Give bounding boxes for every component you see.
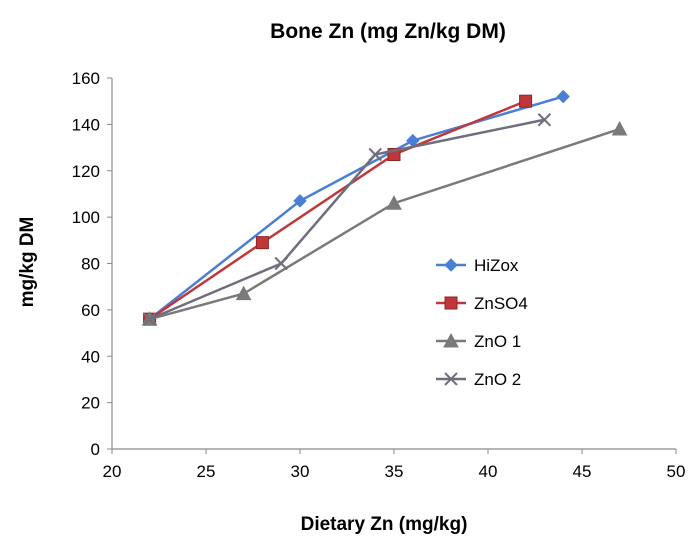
y-axis-label: mg/kg DM xyxy=(17,217,38,308)
legend-label: ZnO 1 xyxy=(474,332,521,351)
y-tick-label: 20 xyxy=(81,394,100,413)
y-tick-label: 0 xyxy=(91,440,100,459)
series-line xyxy=(149,127,620,321)
data-point xyxy=(519,94,533,108)
data-point xyxy=(368,147,382,162)
data-point xyxy=(293,194,307,208)
x-tick-label: 50 xyxy=(667,462,686,481)
x-tick-label: 35 xyxy=(385,462,404,481)
data-point xyxy=(142,312,157,326)
x-tick-label: 40 xyxy=(479,462,498,481)
y-tick-label: 140 xyxy=(72,115,100,134)
data-point xyxy=(235,285,252,301)
x-axis-label: Dietary Zn (mg/kg) xyxy=(301,514,468,535)
data-point xyxy=(386,195,402,210)
series-line xyxy=(149,118,545,321)
x-tick-label: 30 xyxy=(291,462,310,481)
legend-entry: ZnSO4 xyxy=(436,294,528,313)
data-point xyxy=(255,236,269,250)
y-tick-label: 40 xyxy=(81,347,100,366)
data-point xyxy=(556,89,570,104)
x-tick-label: 25 xyxy=(197,462,216,481)
series-line xyxy=(148,95,564,321)
series-znso4 xyxy=(143,94,533,326)
legend-entry: ZnO 2 xyxy=(436,370,521,389)
y-tick-label: 60 xyxy=(81,301,100,320)
series-hizox xyxy=(142,89,570,326)
legend-label: ZnO 2 xyxy=(474,370,521,389)
data-point xyxy=(537,113,552,127)
data-point xyxy=(274,256,288,271)
legend-marker xyxy=(443,332,459,348)
x-tick-label: 45 xyxy=(573,462,592,481)
legend-marker xyxy=(444,258,458,272)
y-tick-label: 80 xyxy=(81,255,100,274)
chart-title: Bone Zn (mg Zn/kg DM) xyxy=(270,20,506,43)
legend: HiZox ZnSO4 ZnO 1 ZnO 2 xyxy=(436,256,528,389)
y-tick-label: 160 xyxy=(72,69,100,88)
data-point xyxy=(611,120,628,136)
x-tick-label: 20 xyxy=(103,462,122,481)
legend-marker xyxy=(444,372,458,386)
legend-entry: ZnO 1 xyxy=(436,332,521,351)
series-zno-2 xyxy=(142,113,552,326)
y-tick-label: 100 xyxy=(72,208,100,227)
series-layer xyxy=(141,89,628,326)
series-line xyxy=(148,100,527,321)
legend-label: ZnSO4 xyxy=(474,294,528,313)
legend-marker xyxy=(444,296,458,310)
legend-entry: HiZox xyxy=(436,256,519,275)
y-tick-label: 120 xyxy=(72,162,100,181)
legend-label: HiZox xyxy=(474,256,519,275)
